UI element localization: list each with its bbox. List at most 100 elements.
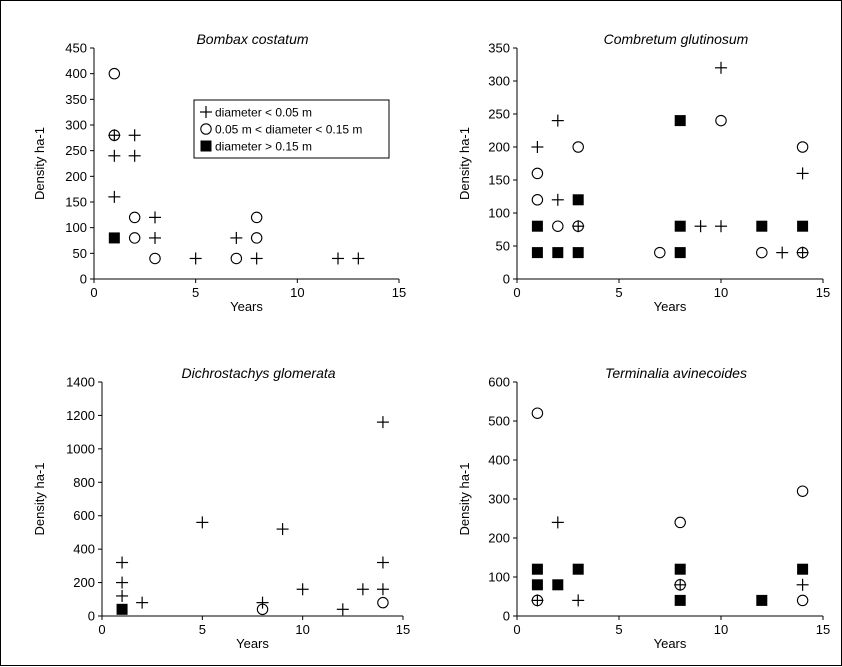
data-point-plus (276, 523, 289, 536)
data-point-plus (196, 516, 209, 529)
data-point-square (531, 247, 543, 259)
panel-3: 0 200 400 600 800 1000 1200 1400 0 5 10 15 Years Dens… (32, 365, 410, 651)
y-tick-label: 400 (73, 542, 95, 557)
x-tick-label: 5 (615, 622, 622, 637)
series-square (531, 563, 809, 606)
data-point-square (531, 220, 543, 232)
y-tick-label: 600 (73, 508, 95, 523)
data-point-plus (674, 578, 687, 591)
data-point-square (531, 579, 543, 591)
y-tick-label: 150 (65, 195, 87, 210)
data-point-circle (128, 211, 141, 224)
series-circle (256, 596, 389, 616)
data-point-plus (352, 252, 365, 265)
series-plus (116, 416, 389, 616)
legend: diameter < 0.05 m 0.05 m < diameter < 0.1… (193, 99, 390, 159)
data-point-plus (336, 603, 349, 616)
data-point-plus (715, 61, 727, 74)
y-tick-label: 150 (488, 173, 510, 188)
data-point-circle (572, 220, 584, 232)
y-tick-label: 0 (88, 609, 95, 624)
data-point-plus (230, 231, 243, 244)
series-plus (531, 516, 809, 607)
y-tick-label: 1400 (66, 375, 95, 390)
legend-entry: diameter > 0.15 m (215, 140, 312, 154)
y-tick-label: 300 (488, 74, 510, 89)
data-point-square (797, 220, 809, 232)
data-point-square (797, 563, 809, 575)
data-point-circle (572, 141, 584, 153)
data-point-plus (551, 193, 564, 206)
y-tick-label: 350 (65, 92, 87, 107)
panel-title: Combretum glutinosum (604, 31, 749, 47)
x-tick-label: 15 (816, 622, 830, 637)
data-point-circle (674, 516, 686, 529)
data-point-circle (531, 167, 544, 180)
data-point-circle (250, 211, 263, 224)
legend-marker-square (200, 140, 212, 152)
data-point-plus (796, 246, 809, 259)
data-point-square (572, 194, 584, 206)
x-axis-label: Years (230, 299, 263, 314)
data-point-plus (116, 576, 129, 589)
y-tick-label: 1000 (66, 441, 95, 456)
data-point-plus (551, 114, 564, 127)
x-axis-label: Years (236, 636, 269, 651)
series-plus (108, 129, 365, 265)
y-tick-label: 250 (488, 107, 510, 122)
series-circle (531, 114, 809, 259)
y-tick-label: 400 (488, 453, 510, 468)
data-point-plus (531, 141, 544, 153)
data-point-circle (149, 252, 161, 265)
x-tick-label: 5 (192, 285, 199, 300)
data-point-plus (376, 556, 389, 569)
data-point-circle (108, 129, 121, 142)
data-point-circle (531, 594, 544, 607)
data-point-square (674, 115, 686, 127)
data-point-plus (572, 220, 585, 233)
data-point-square (116, 603, 128, 615)
x-tick-label: 15 (816, 285, 830, 300)
data-point-plus (531, 594, 544, 607)
y-tick-label: 250 (65, 143, 87, 158)
panel-title: Dichrostachys glomerata (181, 365, 335, 381)
y-axis-label: Density ha-1 (457, 127, 472, 200)
data-point-square (756, 220, 768, 232)
y-tick-label: 200 (65, 169, 87, 184)
data-point-plus (108, 190, 121, 203)
x-tick-label: 0 (98, 622, 105, 637)
data-point-square (756, 594, 768, 606)
data-point-plus (256, 596, 269, 609)
y-tick-label: 100 (488, 570, 510, 585)
panel-2: 0 50 100 150 200 250 300 350 0 5 10 15 Years Density … (457, 31, 830, 314)
data-point-plus (189, 252, 202, 265)
data-point-circle (531, 194, 544, 206)
x-tick-label: 0 (513, 285, 520, 300)
data-point-circle (377, 596, 389, 609)
y-tick-label: 200 (488, 140, 510, 155)
y-tick-label: 300 (488, 492, 510, 507)
data-point-square (572, 563, 584, 575)
x-tick-label: 0 (90, 285, 97, 300)
data-point-plus (551, 516, 564, 529)
series-square (116, 603, 128, 615)
y-tick-label: 0 (80, 272, 87, 287)
x-axis-label: Years (654, 636, 687, 651)
y-tick-label: 400 (65, 66, 87, 81)
y-tick-label: 200 (488, 531, 510, 546)
y-tick-label: 100 (488, 206, 510, 221)
series-square (108, 232, 120, 244)
data-point-circle (552, 220, 564, 232)
data-point-plus (149, 211, 161, 224)
data-point-circle (715, 114, 727, 127)
x-tick-label: 10 (295, 622, 309, 637)
legend-marker-circle (200, 123, 212, 135)
data-point-plus (796, 578, 809, 591)
data-point-square (674, 220, 686, 232)
data-point-square (108, 232, 120, 244)
data-point-plus (128, 129, 141, 142)
y-tick-label: 800 (73, 475, 95, 490)
data-point-plus (116, 589, 129, 602)
data-point-plus (136, 596, 149, 609)
